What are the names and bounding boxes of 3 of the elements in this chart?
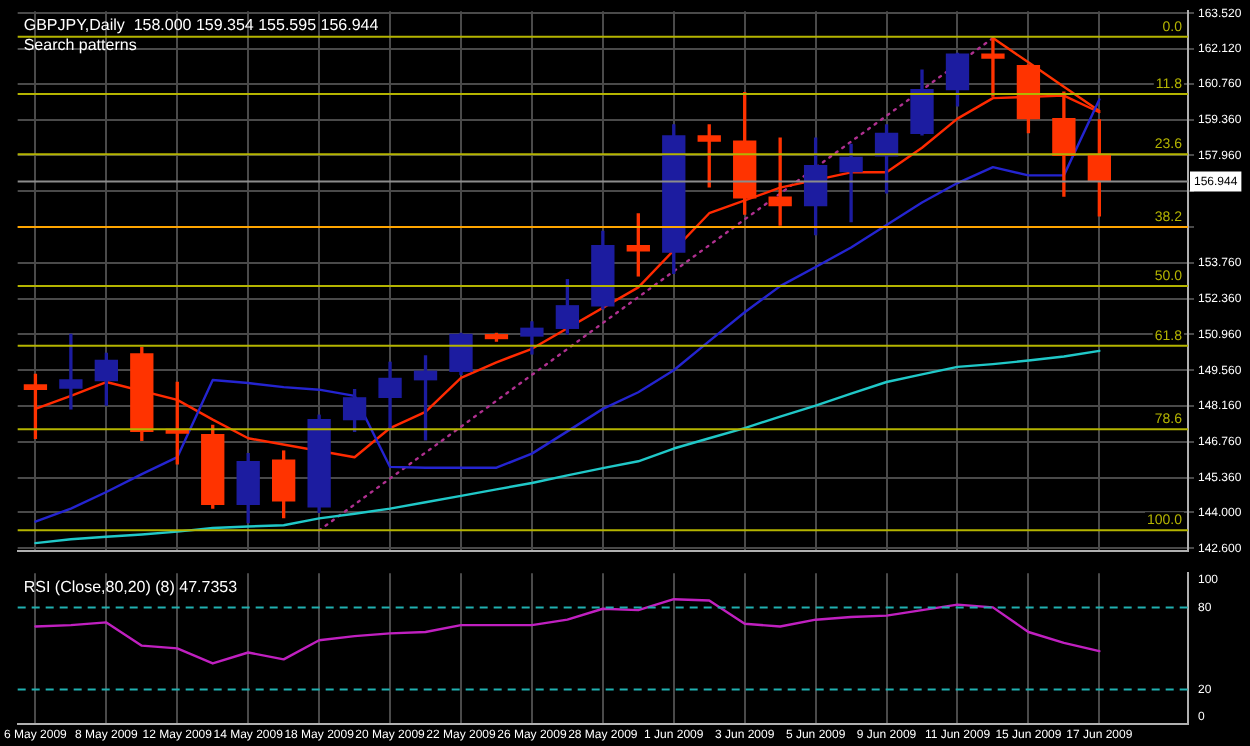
- text: Search patterns: [23, 35, 137, 54]
- chart-title: GBPJPY,Daily 158.000 159.354 155.595 156.944: [23, 15, 380, 34]
- chart-title: RSI (Close,80,20) (8) 47.7353: [23, 577, 239, 596]
